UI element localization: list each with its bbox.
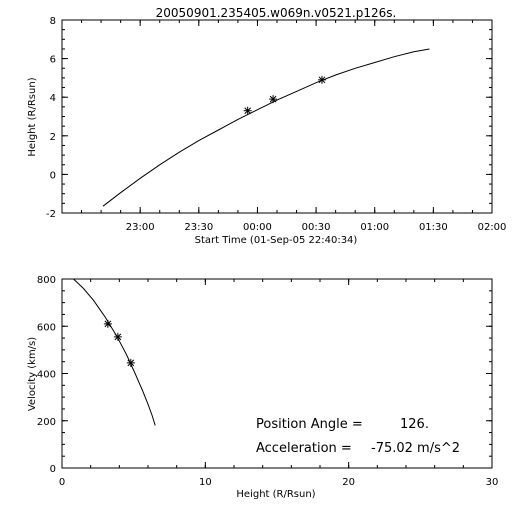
velocity-height-chart: 0 200 400 600 800 0 10 20 30 Height (R/Rsun) Ve… (27, 275, 498, 500)
acceleration-value: -75.02 m/s^2 (371, 441, 460, 456)
height-time-chart: 20050901.235405.w069n.v0521.p126s. -2 0 2 4… (27, 6, 506, 246)
y-axis-ticks-bottom: 0 200 400 600 800 (37, 275, 492, 475)
x-tick-label: 00:00 (243, 222, 272, 233)
height-data-point (243, 106, 252, 115)
x-axis-ticks-top: 23:00 23:30 00:00 00:30 01:00 01:30 02:00 (81, 20, 507, 233)
x-axis-label-top: Start Time (01-Sep-05 22:40:34) (195, 235, 358, 246)
y-tick-label: 200 (37, 417, 56, 428)
x-tick-label: 0 (59, 477, 65, 488)
y-axis-label-top: Height (R/Rsun) (27, 77, 38, 156)
chart-title: 20050901.235405.w069n.v0521.p126s. (156, 6, 397, 20)
velocity-fit-curve (73, 278, 156, 426)
x-tick-label: 10 (199, 477, 212, 488)
y-tick-label: -2 (46, 209, 56, 220)
acceleration-label: Acceleration = (256, 441, 352, 456)
height-data-point (317, 75, 326, 84)
position-angle-value: 126. (400, 417, 429, 432)
y-tick-label: 6 (50, 55, 56, 66)
velocity-data-point (113, 332, 122, 341)
y-axis-ticks-top: -2 0 2 4 6 8 (46, 16, 492, 220)
x-axis-ticks-bottom: 0 10 20 30 (59, 279, 499, 488)
y-tick-label: 2 (50, 132, 56, 143)
x-tick-label: 02:00 (478, 222, 507, 233)
x-tick-label: 30 (486, 477, 499, 488)
y-tick-label: 4 (50, 93, 56, 104)
height-data-point (269, 95, 278, 104)
y-tick-label: 0 (50, 170, 56, 181)
x-tick-label: 23:30 (184, 222, 213, 233)
x-tick-label: 01:30 (419, 222, 448, 233)
velocity-data-point (126, 358, 135, 367)
y-tick-label: 8 (50, 16, 56, 27)
x-tick-label: 23:00 (126, 222, 155, 233)
y-tick-label: 800 (37, 275, 56, 286)
y-tick-label: 400 (37, 370, 56, 381)
y-axis-label-bottom: Velocity (km/s) (27, 337, 38, 411)
height-fit-curve (102, 48, 430, 207)
x-tick-label: 00:30 (302, 222, 331, 233)
velocity-data-point (103, 319, 112, 328)
height-data-points (243, 75, 326, 115)
plot-frame-bottom (61, 278, 493, 469)
y-tick-label: 0 (50, 464, 56, 475)
y-tick-label: 600 (37, 322, 56, 333)
position-angle-label: Position Angle = (256, 417, 363, 432)
x-tick-label: 20 (342, 477, 355, 488)
x-axis-label-bottom: Height (R/Rsun) (236, 489, 315, 500)
x-tick-label: 01:00 (360, 222, 389, 233)
velocity-data-points (103, 319, 135, 367)
